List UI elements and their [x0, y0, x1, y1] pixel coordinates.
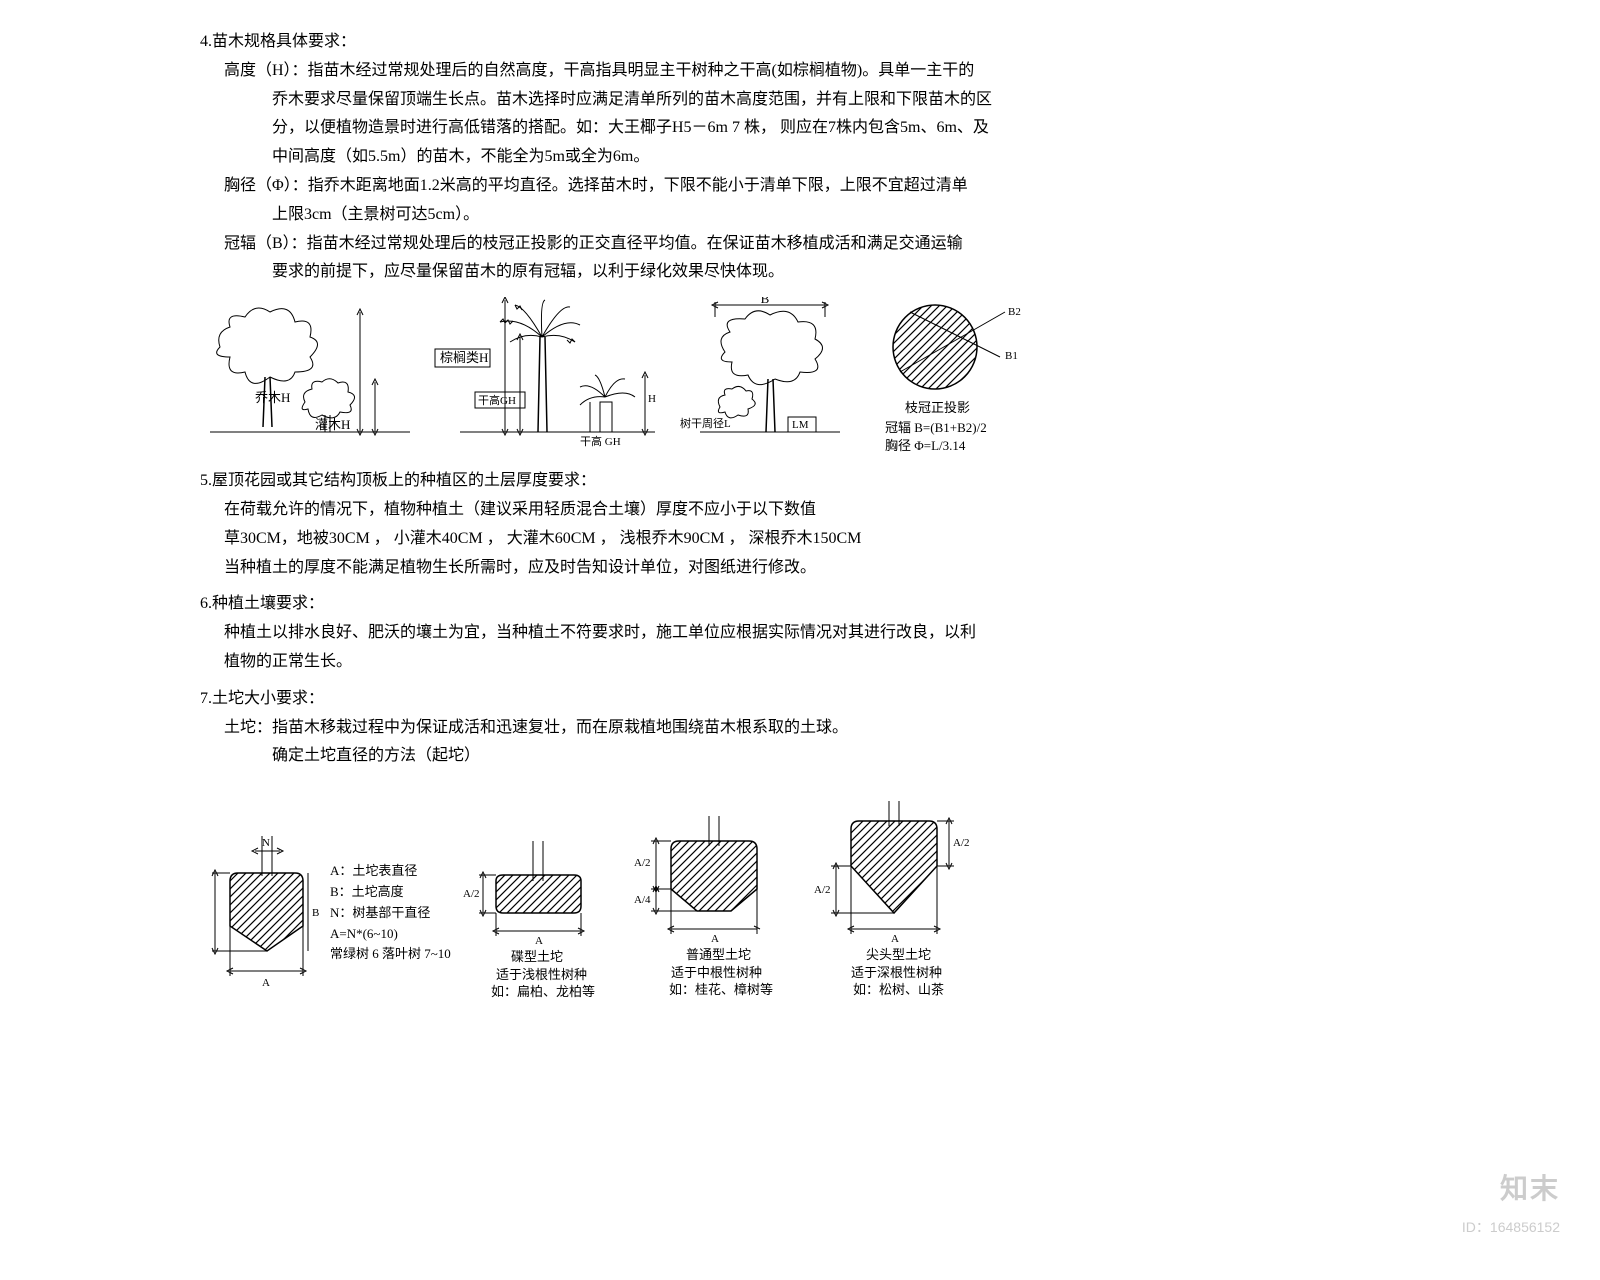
label-zonglv: 棕榈类H	[440, 350, 488, 365]
disc-t1c: 如：扁柏、龙柏等	[491, 984, 595, 999]
sec6-p2: 植物的正常生长。	[224, 648, 1100, 677]
legend-note: 常绿树 6 落叶树 7~10	[330, 944, 451, 965]
normal-t2c: 如：桂花、樟树等	[669, 982, 773, 997]
pointed-soil-ball: A/2 A/2 A 尖头型土坨 适于深根性树种 如：松树、山茶	[811, 801, 981, 1001]
sec4-p1c: 分，以便植物造景时进行高低错落的搭配。如：大王椰子H5－6m 7 株， 则应在7…	[272, 114, 1100, 143]
sec4-p2a: 胸径（Φ）：指乔木距离地面1.2米高的平均直径。选择苗木时，下限不能小于清单下限…	[224, 172, 1100, 201]
sec7-p2: 确定土坨直径的方法（起坨）	[272, 742, 1100, 771]
sec4-p1a: 高度（H）：指苗木经过常规处理后的自然高度，干高指具明显主干树种之干高(如棕榈植…	[224, 57, 1100, 86]
sec5-p2: 草30CM，地被30CM ， 小灌木40CM ， 大灌木60CM ， 浅根乔木9…	[224, 525, 1100, 554]
disc-t1b: 适于浅根性树种	[496, 967, 587, 982]
label-proj-b: 冠辐 B=(B1+B2)/2	[885, 420, 987, 435]
dim-a2-1: A/2	[463, 888, 480, 900]
dim-a2-2: A/2	[634, 857, 651, 869]
tree-diagrams-row: 乔木H 灌木H 棕榈类H 干高GH H 干高 GH	[200, 297, 1100, 457]
sec6-title: 6.种植土壤要求：	[200, 590, 1100, 619]
sec4-title: 4.苗木规格具体要求：	[200, 28, 1100, 57]
legend-n: N：树基部干直径	[330, 903, 451, 924]
watermark: 知末 ID：164856152	[1462, 1164, 1560, 1240]
label-proj-title: 枝冠正投影	[905, 400, 970, 415]
tree-shrub-diagram: 乔木H 灌木H	[200, 297, 420, 457]
pointed-t3b: 适于深根性树种	[851, 965, 942, 980]
dim-a4: A/4	[634, 894, 651, 906]
normal-t2: 普通型土坨	[686, 947, 751, 962]
watermark-id: ID：164856152	[1462, 1215, 1560, 1240]
label-b1: B1	[1005, 350, 1018, 362]
legend-formula: A=N*(6~10)	[330, 924, 451, 945]
sec5-p1: 在荷载允许的情况下，植物种植土（建议采用轻质混合土壤）厚度不应小于以下数值	[224, 496, 1100, 525]
dim-b: B	[312, 907, 319, 919]
legend-b: B：土坨高度	[330, 882, 451, 903]
legend-a: A：土坨表直径	[330, 861, 451, 882]
document-body: 4.苗木规格具体要求： 高度（H）：指苗木经过常规处理后的自然高度，干高指具明显…	[200, 28, 1100, 1001]
sec4-p3b: 要求的前提下，应尽量保留苗木的原有冠辐，以利于绿化效果尽快体现。	[272, 258, 1100, 287]
label-tree-circ: 树干周径L	[680, 416, 731, 430]
pointed-t3: 尖头型土坨	[866, 947, 931, 962]
dim-a2-3b: A/2	[814, 884, 831, 896]
pointed-t3c: 如：松树、山茶	[853, 982, 944, 997]
label-b: B	[761, 297, 770, 306]
dim-a2: A	[535, 935, 543, 947]
sec4-p1d: 中间高度（如5.5m）的苗木，不能全为5m或全为6m。	[272, 143, 1100, 172]
sec4-p3a: 冠辐（B）：指苗木经过常规处理后的枝冠正投影的正交直径平均值。在保证苗木移植成活…	[224, 230, 1100, 259]
label-lm: LM	[792, 419, 809, 431]
sec6-p1: 种植土以排水良好、肥沃的壤土为宜，当种植土不符要求时，施工单位应根据实际情况对其…	[224, 619, 1100, 648]
watermark-text: 知末	[1462, 1164, 1560, 1214]
sec7-title: 7.土坨大小要求：	[200, 685, 1100, 714]
crown-width-diagram: B LM 树干周径L	[670, 297, 850, 457]
label-gangao2: 干高 GH	[580, 434, 621, 448]
label-h: H	[648, 393, 656, 405]
dim-a3: A	[711, 933, 719, 945]
dim-a2-3a: A/2	[953, 837, 970, 849]
soil-ball-labeled: N B A	[200, 831, 330, 1001]
disc-soil-ball: A/2 A 碟型土坨 适于浅根性树种 如：扁柏、龙柏等	[461, 831, 621, 1001]
sec7-p1: 土坨：指苗木移栽过程中为保证成活和迅速复壮，而在原栽植地围绕苗木根系取的土球。	[224, 714, 1100, 743]
disc-t1: 碟型土坨	[511, 949, 563, 964]
sec5-p3: 当种植土的厚度不能满足植物生长所需时，应及时告知设计单位，对图纸进行修改。	[224, 554, 1100, 583]
label-qiaomu: 乔木H	[255, 390, 290, 405]
sec4-p1b: 乔木要求尽量保留顶端生长点。苗木选择时应满足清单所列的苗木高度范围，并有上限和下…	[272, 86, 1100, 115]
normal-soil-ball: A/2 A/4 A 普通型土坨 适于中根性树种 如：桂花、樟树等	[631, 811, 801, 1001]
dim-n: N	[262, 837, 270, 849]
sec5-title: 5.屋顶花园或其它结构顶板上的种植区的土层厚度要求：	[200, 467, 1100, 496]
dim-a4b: A	[891, 933, 899, 945]
soil-ball-diagrams: N B A A：土坨表直径 B：土坨高度 N：树基部干直径	[200, 801, 1100, 1001]
soil-ball-legend: A：土坨表直径 B：土坨高度 N：树基部干直径 A=N*(6~10) 常绿树 6…	[330, 861, 451, 965]
label-proj-phi: 胸径 Φ=L/3.14	[885, 438, 966, 453]
label-gangao: 干高GH	[478, 393, 516, 407]
normal-t2b: 适于中根性树种	[671, 965, 762, 980]
label-guanmu: 灌木H	[315, 417, 350, 432]
sec4-p2b: 上限3cm（主景树可达5cm）。	[272, 201, 1100, 230]
dim-a1: A	[262, 977, 270, 989]
label-b2: B2	[1008, 306, 1021, 318]
palm-diagram: 棕榈类H 干高GH H 干高 GH	[430, 297, 660, 457]
crown-projection-diagram: B2 B1 枝冠正投影 冠辐 B=(B1+B2)/2 胸径 Φ=L/3.14	[860, 297, 1030, 457]
